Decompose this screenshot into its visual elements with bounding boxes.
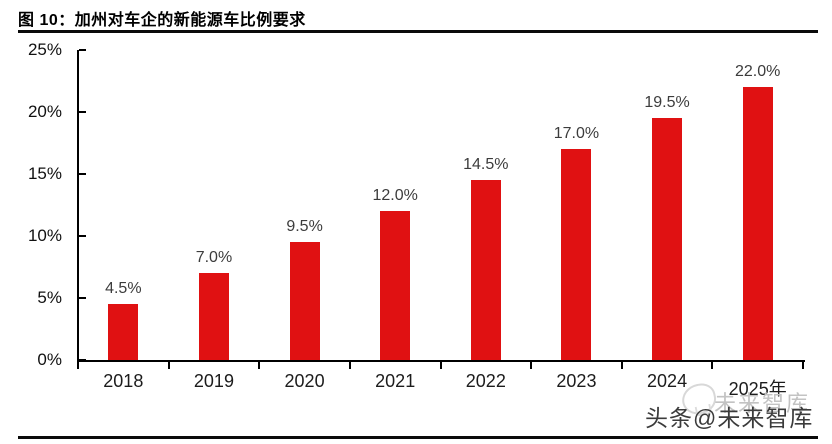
y-axis-tick: [79, 49, 86, 51]
watermark-background-text: 未来智库: [714, 391, 811, 416]
bar-2023: [561, 149, 592, 360]
x-axis-tick: [77, 362, 79, 369]
x-axis-tick: [802, 362, 804, 369]
bar-2018: [108, 304, 139, 360]
bar-value-label: 22.0%: [735, 63, 781, 81]
y-axis-tick: [79, 235, 86, 237]
bar-value-label: 19.5%: [644, 94, 690, 112]
y-axis-tick-label: 5%: [37, 288, 62, 307]
y-axis-tick-label: 25%: [27, 40, 62, 59]
bar-2019: [198, 273, 229, 360]
bar-value-label: 7.0%: [195, 249, 233, 267]
y-axis-tick-label: 0%: [37, 350, 62, 369]
x-axis-category-label: 2019: [193, 371, 234, 391]
x-axis-tick: [167, 362, 170, 369]
x-axis-tick: [530, 362, 533, 369]
x-axis-category-label: 2024: [647, 371, 688, 391]
x-axis-tick: [439, 362, 442, 369]
bar-value-label: 9.5%: [286, 218, 323, 236]
x-axis-tick: [348, 362, 351, 369]
bottom-rule: [18, 436, 818, 439]
figure-title: 图 10：加州对车企的新能源车比例要求: [18, 12, 306, 29]
x-axis-category-label: 2025年: [728, 379, 787, 399]
bar-value-label: 17.0%: [553, 125, 600, 143]
x-axis-tick: [258, 362, 261, 369]
y-axis-tick-label: 15%: [27, 164, 62, 183]
x-axis-category-label: 2018: [103, 371, 144, 391]
x-axis-category-label: 2021: [375, 371, 416, 391]
y-axis-tick: [79, 111, 86, 113]
title-underline-rule: [18, 30, 818, 33]
x-axis-tick: [620, 362, 623, 369]
bar-value-label: 14.5%: [463, 156, 509, 174]
y-axis-tick-label: 10%: [27, 226, 62, 245]
bar-2024: [652, 118, 683, 360]
x-axis-line: [77, 360, 805, 362]
x-axis-category-label: 2020: [284, 371, 325, 391]
bar-value-label: 12.0%: [372, 187, 418, 205]
x-axis-tick: [711, 362, 714, 369]
y-axis-line: [77, 50, 79, 362]
bar-2021: [380, 211, 411, 360]
y-axis-tick-label: 20%: [27, 102, 62, 121]
y-axis-tick: [79, 359, 86, 361]
y-axis-tick: [79, 173, 86, 175]
x-axis-category-label: 2023: [556, 371, 597, 391]
bar-2025年: [742, 87, 773, 360]
x-axis-category-label: 2022: [465, 371, 506, 391]
watermark-text: 头条@未来智库: [645, 405, 814, 431]
bar-2022: [470, 180, 501, 360]
bar-value-label: 4.5%: [105, 280, 142, 298]
bar-2020: [289, 242, 320, 360]
y-axis-tick: [79, 297, 86, 299]
